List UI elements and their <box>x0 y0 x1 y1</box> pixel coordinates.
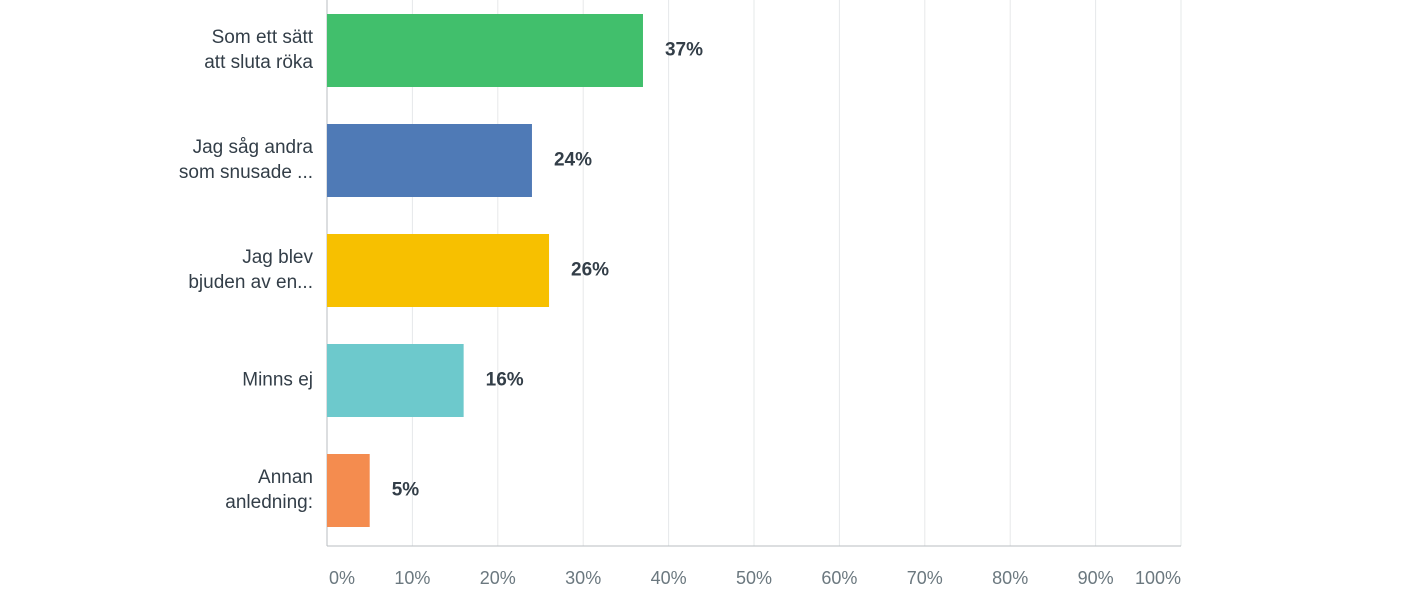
value-label: 37% <box>665 40 703 61</box>
value-label: 16% <box>486 370 524 391</box>
x-tick-label: 70% <box>907 568 943 588</box>
bar <box>327 344 464 417</box>
x-tick-label: 20% <box>480 568 516 588</box>
x-tick-label: 90% <box>1078 568 1114 588</box>
value-label: 5% <box>392 480 420 501</box>
bar <box>327 14 643 87</box>
x-tick-label: 80% <box>992 568 1028 588</box>
x-tick-label: 60% <box>821 568 857 588</box>
category-label: Jag blev bjuden av en... <box>188 247 313 293</box>
category-label: Annan anledning: <box>225 467 313 513</box>
x-tick-label: 50% <box>736 568 772 588</box>
value-label: 24% <box>554 150 592 171</box>
category-label: Minns ej <box>242 370 313 391</box>
category-label: Som ett sätt att sluta röka <box>204 27 314 73</box>
x-tick-label: 30% <box>565 568 601 588</box>
bar <box>327 234 550 307</box>
bar <box>327 454 370 527</box>
value-label: 26% <box>571 260 609 281</box>
x-tick-label: 10% <box>394 568 430 588</box>
bar <box>327 124 532 197</box>
x-tick-label: 40% <box>651 568 687 588</box>
x-tick-label: 0% <box>329 568 355 588</box>
category-label: Jag såg andra som snusade ... <box>179 137 314 183</box>
x-tick-label: 100% <box>1135 568 1181 588</box>
